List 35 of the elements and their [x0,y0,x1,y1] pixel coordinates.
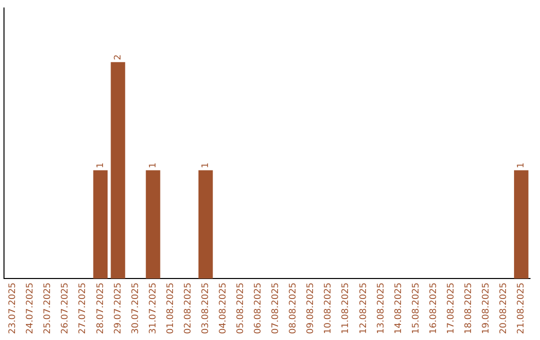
x-tick-label: 04.08.2025 [218,282,229,334]
x-tick-label: 01.08.2025 [166,282,176,334]
x-tick-label: 15.08.2025 [411,282,422,334]
x-tick-label: 27.07.2025 [78,282,88,334]
x-tick-label: 30.07.2025 [130,282,141,334]
data-label: 1 [516,162,527,168]
x-tick-label: 20.08.2025 [499,282,510,334]
x-tick-label: 11.08.2025 [341,282,352,334]
x-tick-label: 05.08.2025 [236,282,246,334]
x-tick-label: 29.07.2025 [113,282,124,334]
x-tick-label: 08.08.2025 [288,282,299,334]
x-tick-label: 09.08.2025 [306,282,316,334]
data-label: 2 [113,54,124,60]
x-tick-label: 18.08.2025 [464,282,474,334]
x-tick-label: 12.08.2025 [358,282,369,334]
x-tick-label: 24.07.2025 [26,282,36,334]
x-tick-label: 25.07.2025 [43,282,54,334]
x-tick-label: 31.07.2025 [148,282,158,334]
x-tick-label: 23.07.2025 [8,282,18,334]
x-tick-label: 07.08.2025 [271,282,282,334]
x-tick-label: 13.08.2025 [376,282,386,334]
data-label: 1 [200,162,211,168]
x-tick-label: 17.08.2025 [446,282,456,334]
x-tick-label: 21.08.2025 [516,282,527,334]
data-label: 1 [148,162,158,168]
x-tick-label: 28.07.2025 [96,282,106,334]
x-tick-label: 10.08.2025 [324,282,334,334]
data-label: 1 [96,162,106,168]
x-tick-label: 19.08.2025 [482,282,492,334]
x-tick-label: 02.08.2025 [183,282,194,334]
x-tick-label: 16.08.2025 [428,282,439,334]
x-tick-label: 14.08.2025 [394,282,404,334]
x-tick-label: 06.08.2025 [254,282,264,334]
x-tick-label: 26.07.2025 [60,282,71,334]
x-tick-label: 03.08.2025 [200,282,211,334]
